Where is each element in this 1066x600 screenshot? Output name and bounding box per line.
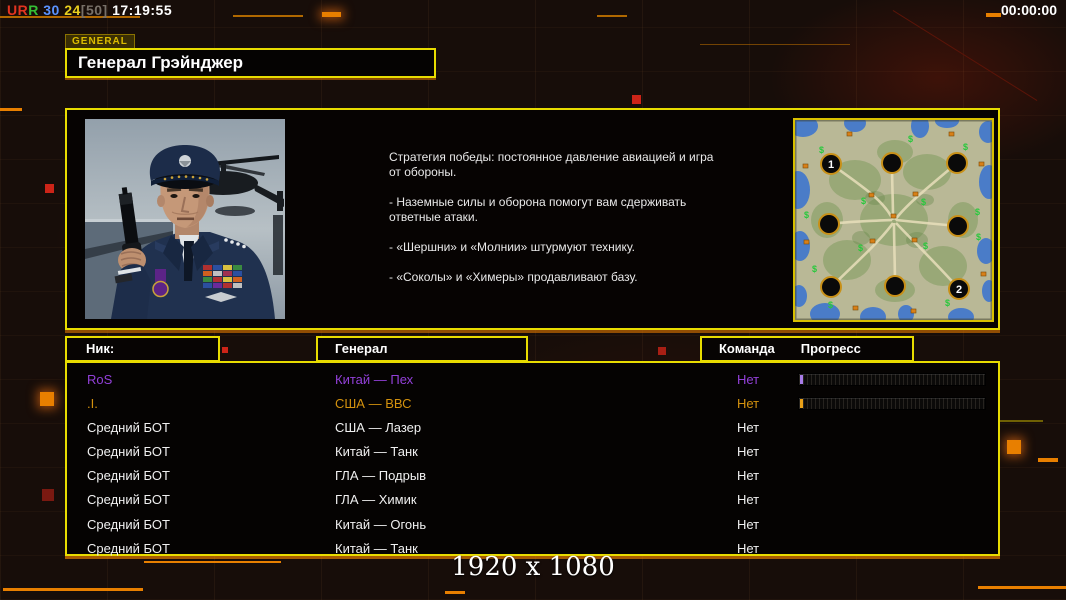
table-row: RoS Китай — Пех Нет (67, 368, 998, 392)
header-nick-label: Ник: (86, 341, 115, 356)
svg-text:$: $ (828, 300, 833, 310)
player-team: Нет (737, 444, 760, 460)
resolution-label: 1920 x 1080 (451, 552, 615, 582)
player-nick: Средний БОТ (87, 516, 170, 532)
strategy-text: Стратегия победы: постоянное давление ав… (389, 150, 721, 300)
svg-text:$: $ (921, 197, 926, 207)
player-general: ГЛА — Химик (335, 492, 417, 508)
table-row: .I. США — ВВС Нет (67, 392, 998, 416)
readout-part: [50] (80, 2, 108, 18)
general-portrait (85, 119, 285, 319)
player-nick: Средний БОТ (87, 420, 170, 436)
player-general: ГЛА — Подрыв (335, 468, 427, 484)
players-table: RoS Китай — Пех Нет .I. США — ВВС Нет Ср… (65, 361, 1000, 556)
general-info-panel: Стратегия победы: постоянное давление ав… (65, 108, 1000, 330)
svg-text:$: $ (812, 264, 817, 274)
svg-text:$: $ (819, 145, 824, 155)
header-progress-label: Прогресс (800, 341, 861, 356)
players-rows: RoS Китай — Пех Нет .I. США — ВВС Нет Ср… (67, 368, 998, 561)
general-tab: GENERAL (65, 34, 135, 49)
table-row: Средний БОТ Китай — Огонь Нет (67, 513, 998, 537)
svg-text:$: $ (908, 134, 913, 144)
svg-text:$: $ (963, 142, 968, 152)
header-team-label: Команда (719, 341, 775, 356)
map-preview: 1 2 $ $ $ $ $ $ $ $ $ $ $ $ $ (793, 118, 994, 322)
table-row: Средний БОТ Китай — Танк Нет (67, 440, 998, 464)
strategy-paragraph: - Наземные силы и оборона помогут вам сд… (389, 195, 687, 224)
player-team: Нет (737, 420, 760, 436)
table-row: Средний БОТ ГЛА — Подрыв Нет (67, 464, 998, 488)
progress-accent (800, 375, 803, 384)
svg-text:$: $ (923, 241, 928, 251)
player-general: Китай — Огонь (335, 516, 427, 532)
general-figure (111, 145, 275, 319)
player-nick: .I. (87, 396, 98, 412)
player-team: Нет (737, 468, 760, 484)
readout-part: 17:19:55 (107, 2, 173, 18)
player-general: Китай — Танк (335, 444, 418, 460)
player-team: Нет (737, 492, 760, 508)
map-start-position-2: 2 (956, 284, 962, 296)
svg-text:$: $ (975, 207, 980, 217)
svg-text:$: $ (861, 196, 866, 206)
player-nick: RoS (87, 372, 113, 387)
svg-text:$: $ (858, 243, 863, 253)
readout-part: R (28, 2, 39, 18)
svg-text:$: $ (804, 210, 809, 220)
player-nick: Средний БОТ (87, 492, 170, 508)
progress-accent (800, 399, 803, 409)
readout-part: 24 (59, 2, 81, 18)
player-general: США — ВВС (335, 396, 412, 412)
player-general: Китай — Пех (335, 372, 414, 387)
svg-text:$: $ (945, 298, 950, 308)
readout-part: UR (7, 2, 29, 18)
match-timer: 00:00:00 (1000, 2, 1057, 18)
readout-part: 30 (38, 2, 60, 18)
player-nick: Средний БОТ (87, 444, 170, 460)
player-team: Нет (737, 540, 760, 556)
strategy-paragraph: Стратегия победы: постоянное давление ав… (389, 150, 714, 179)
strategy-paragraph: - «Соколы» и «Химеры» продавливают базу. (389, 270, 638, 284)
player-nick: Средний БОТ (87, 540, 170, 556)
player-nick: Средний БОТ (87, 468, 170, 484)
header-general-label: Генерал (335, 341, 388, 356)
player-team: Нет (737, 372, 760, 387)
column-header-team-progress: Команда Прогресс (700, 336, 914, 362)
fps-clock-readout: URR 30 24[50] 17:19:55 (7, 2, 172, 18)
column-header-general: Генерал (316, 336, 528, 362)
player-general: США — Лазер (335, 420, 422, 436)
ribbon-rack (203, 265, 242, 288)
player-general: Китай — Танк (335, 540, 418, 556)
table-row: Средний БОТ Китай — Танк Нет (67, 537, 998, 561)
map-start-position-1: 1 (828, 159, 834, 171)
table-row: Средний БОТ ГЛА — Химик Нет (67, 488, 998, 512)
column-header-nick: Ник: (65, 336, 220, 362)
svg-text:$: $ (976, 232, 981, 242)
page-title: Генерал Грэйнджер (78, 53, 244, 72)
table-row: Средний БОТ США — Лазер Нет (67, 416, 998, 440)
player-progress-bar (798, 373, 986, 386)
player-team: Нет (737, 516, 760, 532)
player-team: Нет (737, 396, 760, 412)
general-name-box: Генерал Грэйнджер (65, 48, 436, 78)
strategy-paragraph: - «Шершни» и «Молнии» штурмуют технику. (389, 240, 635, 254)
player-progress-bar (798, 397, 986, 411)
